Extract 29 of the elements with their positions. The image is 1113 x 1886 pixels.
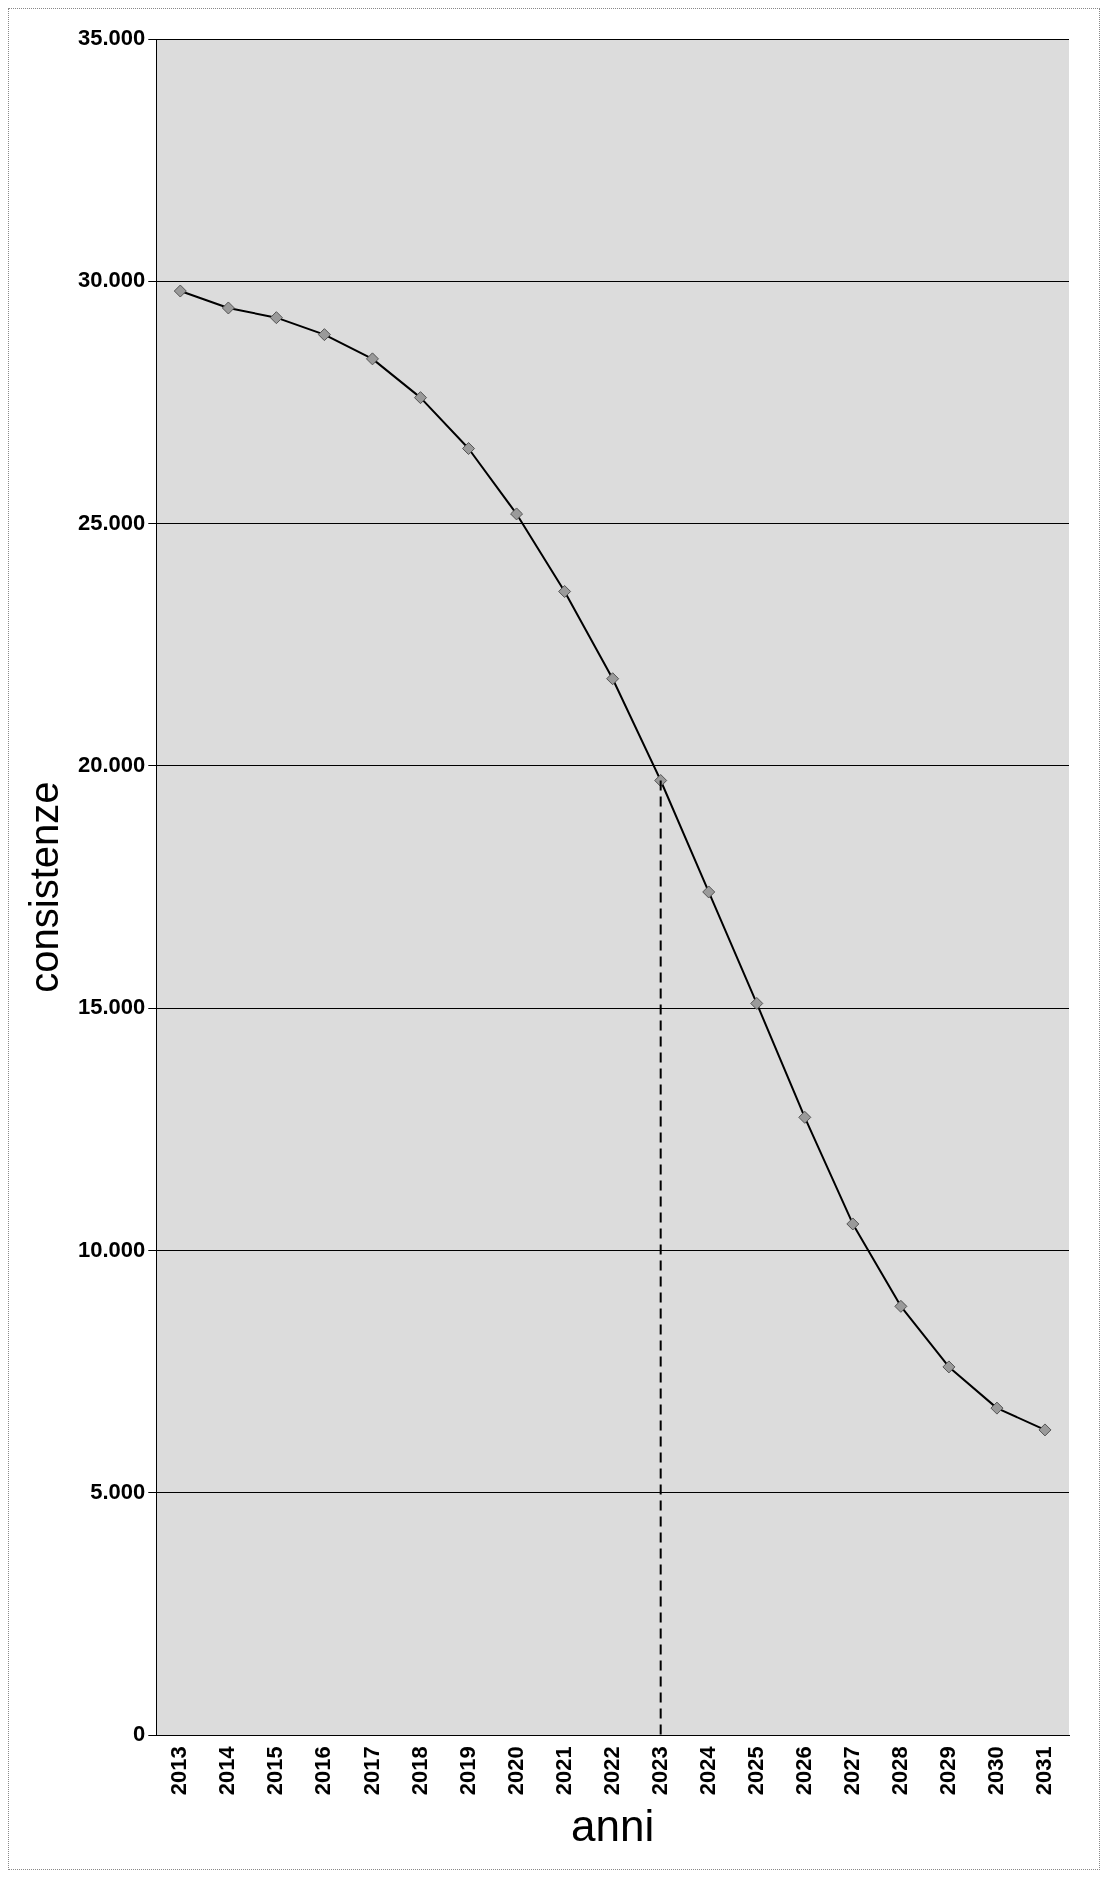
y-tick-label: 30.000 <box>77 267 146 293</box>
x-tick-label: 2031 <box>1031 1746 1057 1796</box>
x-tick-label: 2023 <box>646 1746 672 1796</box>
x-tick-label: 2030 <box>983 1746 1009 1796</box>
y-axis-title: consistenze <box>22 781 67 993</box>
y-tick-label: 25.000 <box>77 509 146 535</box>
x-tick-label: 2022 <box>598 1746 624 1796</box>
x-tick-label: 2017 <box>358 1746 384 1796</box>
x-tick-label: 2016 <box>310 1746 336 1796</box>
x-tick-label: 2018 <box>406 1746 432 1796</box>
x-tick-label: 2025 <box>742 1746 768 1796</box>
y-tick-label: 0 <box>133 1721 146 1747</box>
x-tick-label: 2028 <box>886 1746 912 1796</box>
y-tick-label: 15.000 <box>77 994 146 1020</box>
x-tick-label: 2024 <box>694 1745 720 1796</box>
x-tick-label: 2021 <box>550 1746 576 1796</box>
x-tick-label: 2019 <box>454 1746 480 1796</box>
y-tick-label: 20.000 <box>77 752 146 778</box>
x-tick-label: 2015 <box>262 1746 288 1796</box>
x-tick-label: 2026 <box>790 1746 816 1796</box>
x-tick-label: 2029 <box>934 1746 960 1796</box>
x-tick-label: 2013 <box>166 1746 192 1796</box>
x-tick-label: 2014 <box>214 1745 240 1796</box>
y-tick-label: 5.000 <box>90 1479 146 1504</box>
x-axis-title: anni <box>571 1800 655 1850</box>
y-tick-label: 10.000 <box>77 1236 146 1262</box>
x-tick-label: 2020 <box>502 1746 528 1796</box>
x-tick-label: 2027 <box>838 1746 864 1796</box>
y-tick-label: 35.000 <box>77 25 146 51</box>
